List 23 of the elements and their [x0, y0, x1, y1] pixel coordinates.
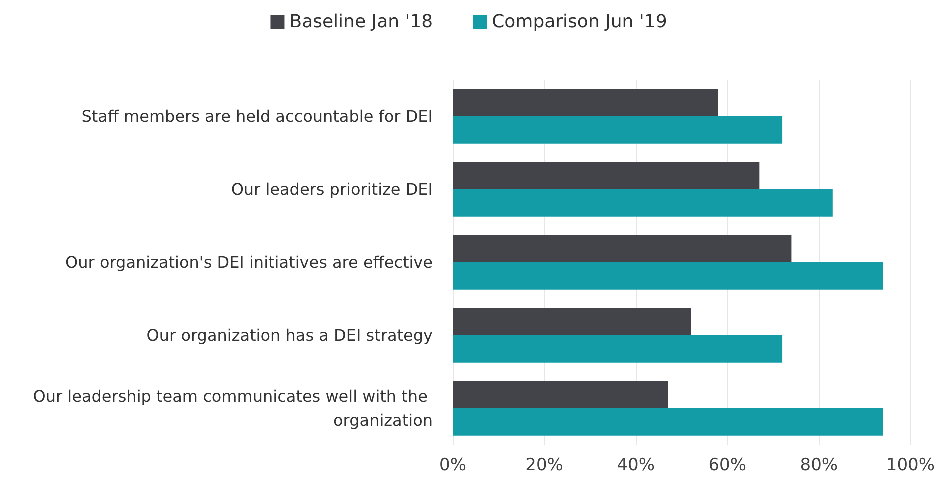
bar	[453, 162, 760, 190]
y-tick-label: Our organization's DEI initiatives are effective	[66, 253, 433, 272]
legend-label: Comparison Jun '19	[492, 12, 668, 32]
bar	[453, 336, 783, 363]
bar	[453, 308, 692, 336]
y-tick-label: Our leaders prioritize DEI	[231, 180, 433, 199]
bar	[453, 235, 792, 262]
bar	[453, 381, 668, 408]
x-tick-label: 80%	[800, 456, 838, 476]
x-tick-label: 60%	[708, 456, 747, 476]
x-tick-label: 20%	[526, 456, 564, 476]
bar	[453, 190, 833, 217]
y-tick-label: Staff members are held accountable for DEI	[82, 107, 433, 126]
bar	[453, 116, 783, 144]
y-tick-label: Our organization has a DEI strategy	[146, 326, 433, 345]
y-tick-label: Our leadership team communicates well with the organization	[33, 387, 433, 430]
x-tick-label: 100%	[886, 456, 936, 476]
legend-label: Baseline Jan '18	[290, 12, 434, 32]
x-tick-label: 40%	[617, 456, 655, 476]
bar	[453, 262, 884, 290]
x-tick-label: 0%	[440, 456, 466, 476]
bar	[453, 408, 884, 436]
bar	[453, 89, 718, 116]
